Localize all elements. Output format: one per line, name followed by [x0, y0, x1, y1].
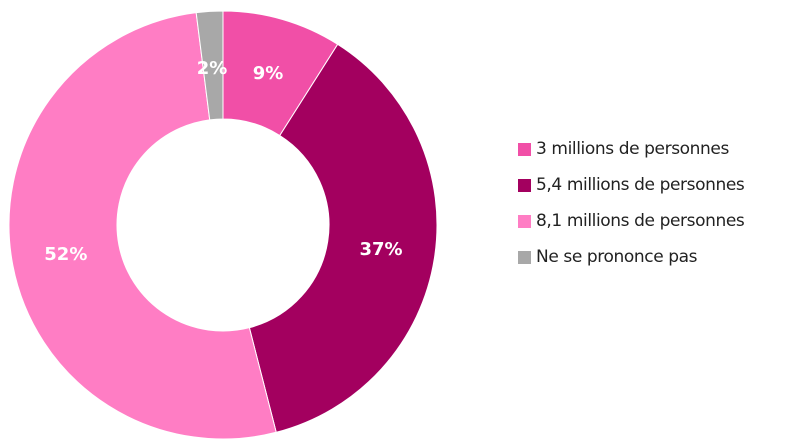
donut-value-label-0: 9%: [253, 63, 284, 84]
legend-item-8-1-millions: 8,1 millions de personnes: [518, 203, 745, 239]
donut-value-label-2: 52%: [44, 244, 87, 265]
chart-legend: 3 millions de personnes 5,4 millions de …: [518, 131, 745, 275]
donut-slice-3: [195, 10, 224, 121]
donut-slice-1: [248, 43, 438, 433]
donut-value-labels: 9% 37% 52% 2%: [44, 58, 402, 265]
donut-slices: [8, 10, 438, 439]
legend-swatch: [518, 214, 531, 228]
donut-value-label-1: 37%: [359, 239, 402, 260]
legend-item-3-millions: 3 millions de personnes: [518, 131, 744, 167]
legend-swatch: [518, 142, 531, 156]
legend-swatch: [518, 178, 531, 192]
legend-label: Ne se prononce pas: [536, 247, 698, 267]
legend-label: 3 millions de personnes: [536, 139, 729, 159]
donut-value-label-3: 2%: [197, 58, 228, 79]
legend-swatch: [518, 250, 531, 264]
legend-item-ne-se-prononce-pas: Ne se prononce pas: [518, 239, 744, 275]
legend-item-5-4-millions: 5,4 millions de personnes: [518, 167, 745, 203]
legend-label: 8,1 millions de personnes: [536, 211, 745, 231]
legend-label: 5,4 millions de personnes: [536, 175, 745, 195]
